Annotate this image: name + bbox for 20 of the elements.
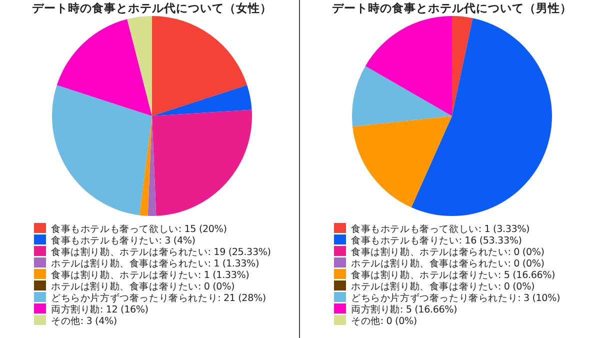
legend-label: どちらか片方ずつ奢ったり奢られたり: 21 (28%) bbox=[51, 292, 266, 304]
legend-label: どちらか片方ずつ奢ったり奢られたり: 3 (10%) bbox=[351, 292, 560, 304]
legend-label: 食事は割り勘、ホテルは奢られたい: 0 (0%) bbox=[351, 246, 544, 258]
legend-label: その他: 3 (4%) bbox=[51, 315, 117, 327]
legend-label: 食事もホテルも奢りたい: 3 (4%) bbox=[51, 234, 196, 246]
legend-label: 食事もホテルも奢って欲しい: 1 (3.33%) bbox=[351, 223, 530, 235]
chart-title: デート時の食事とホテル代について（女性） bbox=[32, 1, 272, 15]
legend-label: ホテルは割り勘、食事は奢られたい: 0 (0%) bbox=[351, 258, 544, 270]
legend-label: ホテルは割り勘、食事は奢られたい: 1 (1.33%) bbox=[51, 258, 259, 270]
legend-label: 食事は割り勘、ホテルは奢られたい: 19 (25.33%) bbox=[51, 246, 271, 258]
legend-label: 食事は割り勘、ホテルは奢りたい: 5 (16.66%) bbox=[351, 269, 556, 281]
legend-label: ホテルは割り勘、食事は奢りたい: 0 (0%) bbox=[51, 280, 235, 292]
legend-label: その他: 0 (0%) bbox=[351, 315, 417, 327]
legend-label: 食事もホテルも奢って欲しい: 15 (20%) bbox=[51, 223, 227, 235]
legend-label: 食事は割り勘、ホテルは奢りたい: 1 (1.33%) bbox=[51, 269, 250, 281]
legend-label: 両方割り勘: 5 (16.66%) bbox=[351, 304, 458, 316]
legend-label: 食事もホテルも奢りたい: 16 (53.33%) bbox=[351, 234, 522, 246]
chart-title: デート時の食事とホテル代について（男性） bbox=[332, 1, 572, 15]
legend-label: 両方割り勘: 12 (16%) bbox=[51, 304, 148, 316]
legend-label: ホテルは割り勘、食事は奢りたい: 0 (0%) bbox=[351, 280, 535, 292]
